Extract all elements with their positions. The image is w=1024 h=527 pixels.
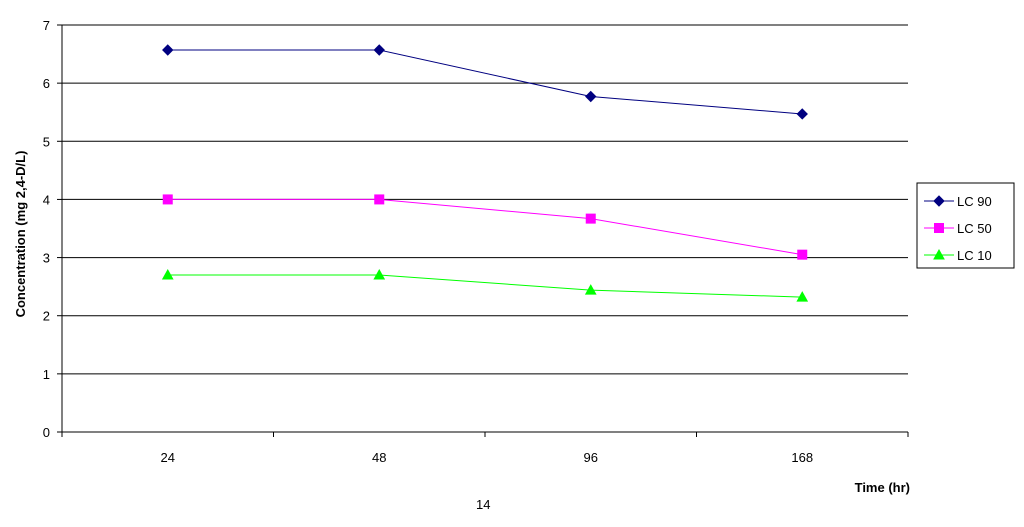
y-tick-labels: 0 1 2 3 4 5 6 7	[43, 18, 50, 440]
data-point-lc-10	[796, 291, 809, 302]
y-tick-label: 0	[43, 425, 50, 440]
page-number: 14	[476, 497, 491, 512]
data-point-lc-90	[796, 108, 808, 120]
y-tick-label: 5	[43, 134, 50, 149]
data-point-lc-90	[373, 44, 385, 56]
series-group	[161, 44, 809, 302]
y-tick-label: 1	[43, 367, 50, 382]
x-tick-label: 24	[161, 450, 175, 465]
x-tick-label: 168	[791, 450, 813, 465]
series-line-lc-90	[167, 49, 803, 115]
legend-marker-lc-10	[933, 248, 945, 260]
series-line-lc-50	[167, 198, 803, 256]
data-point-lc-50	[374, 194, 385, 205]
x-tick-labels: 24 48 96 168	[161, 450, 814, 465]
y-tick-label: 3	[43, 251, 50, 266]
legend-box	[916, 182, 1015, 269]
x-axis-title: Time (hr)	[855, 480, 910, 495]
y-tick-label: 2	[43, 309, 50, 324]
data-point-lc-10	[584, 284, 597, 295]
data-point-lc-50	[585, 213, 596, 224]
data-point-lc-50	[162, 194, 173, 205]
legend-label-lc-50: LC 50	[957, 221, 992, 236]
x-tick-label: 48	[372, 450, 386, 465]
data-point-lc-50	[797, 249, 808, 260]
legend-label-lc-90: LC 90	[957, 194, 992, 209]
axes	[57, 24, 909, 437]
data-point-lc-90	[585, 90, 597, 103]
legend: LC 90 LC 50 LC 10	[916, 182, 1015, 269]
legend-marker-lc-50	[934, 223, 944, 233]
legend-marker-lc-90	[933, 195, 945, 207]
data-point-lc-10	[161, 268, 174, 280]
legend-label-lc-10: LC 10	[957, 248, 992, 263]
series-line-lc-10	[167, 274, 803, 298]
y-tick-label: 6	[43, 76, 50, 91]
data-point-lc-10	[373, 268, 386, 280]
y-tick-label: 4	[43, 192, 50, 207]
data-point-lc-90	[162, 44, 174, 56]
x-tick-label: 96	[584, 450, 598, 465]
y-axis-title: Concentration (mg 2,4-D/L)	[13, 151, 28, 318]
y-tick-label: 7	[43, 18, 50, 33]
